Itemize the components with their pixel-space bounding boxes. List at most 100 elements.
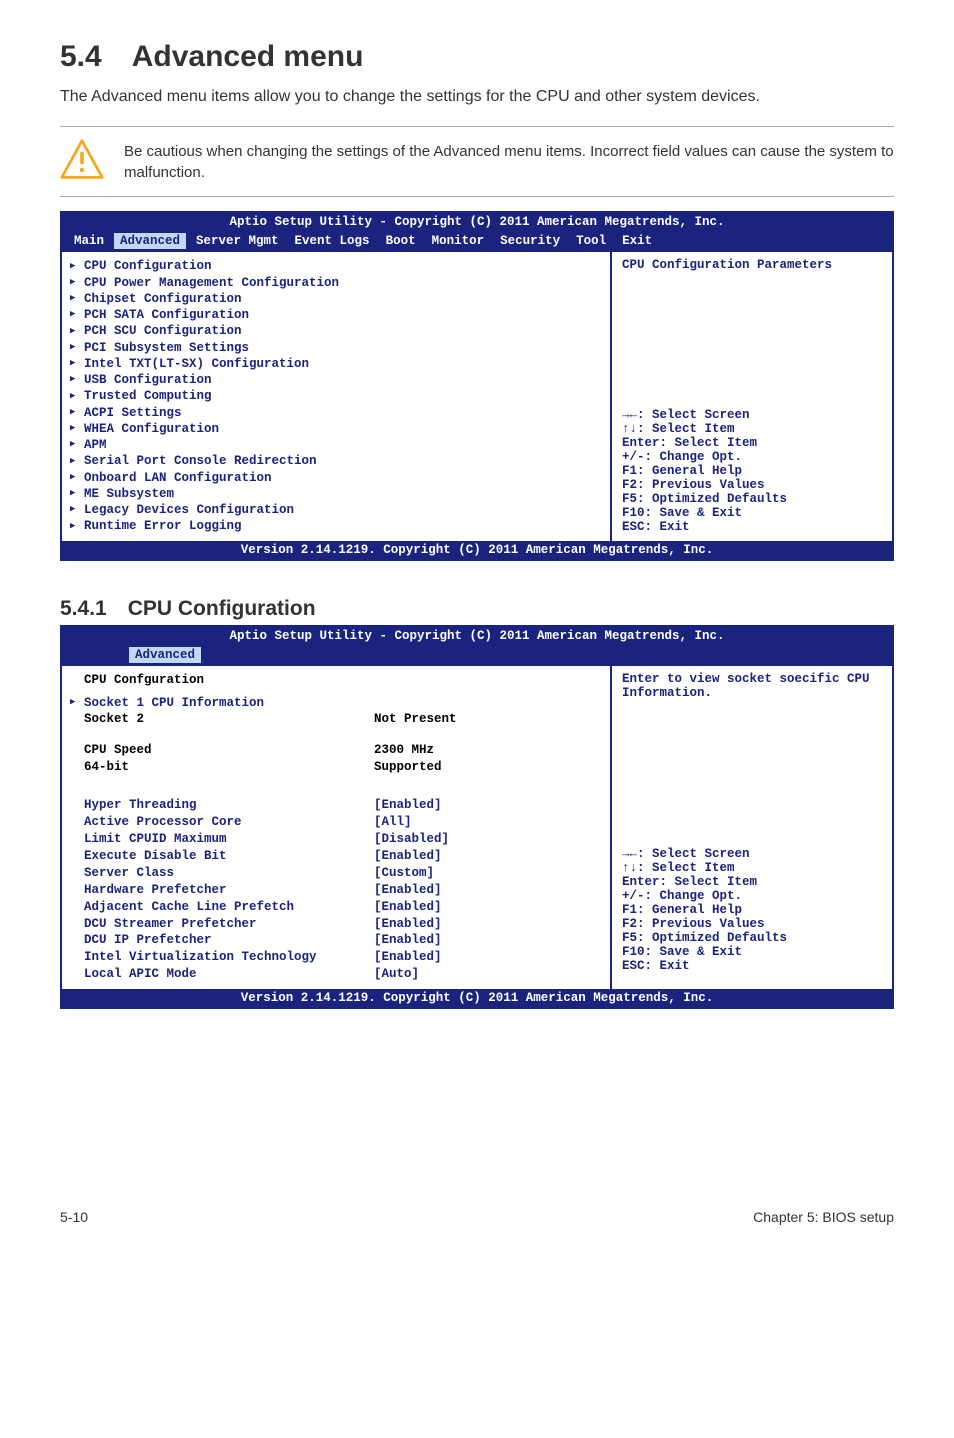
setting-label: DCU Streamer Prefetcher <box>84 916 374 933</box>
menu-item[interactable]: ▶APM <box>70 437 600 453</box>
bios-left-pane: CPU Confguration▶Socket 1 CPU Informatio… <box>62 666 612 989</box>
bios-tabs: MainAdvancedServer MgmtEvent LogsBootMon… <box>62 231 892 252</box>
bios-tab[interactable]: Event Logs <box>289 233 376 249</box>
bios-header: Aptio Setup Utility - Copyright (C) 2011… <box>62 213 892 231</box>
help-key-line: F10: Save & Exit <box>622 506 882 520</box>
submenu-arrow-icon: ▶ <box>70 472 84 484</box>
menu-item[interactable]: ▶Chipset Configuration <box>70 291 600 307</box>
submenu-arrow-icon: ▶ <box>70 488 84 500</box>
menu-item[interactable]: ▶Intel TXT(LT-SX) Configuration <box>70 356 600 372</box>
setting-value: [Enabled] <box>374 949 442 966</box>
setting-value: [Enabled] <box>374 916 442 933</box>
menu-item[interactable]: ▶Serial Port Console Redirection <box>70 453 600 469</box>
bios-right-pane: Enter to view socket soecific CPU Inform… <box>612 666 892 989</box>
submenu-arrow-icon: ▶ <box>70 423 84 435</box>
caution-icon <box>60 137 104 186</box>
menu-item[interactable]: ▶PCH SATA Configuration <box>70 307 600 323</box>
setting-value: [Auto] <box>374 966 419 983</box>
bios-tab[interactable]: Boot <box>380 233 422 249</box>
menu-item[interactable]: ▶CPU Power Management Configuration <box>70 275 600 291</box>
info-value: 2300 MHz <box>374 742 434 759</box>
menu-label: ACPI Settings <box>84 405 182 421</box>
help-key-line: F5: Optimized Defaults <box>622 931 882 945</box>
info-row: CPU Speed2300 MHz <box>70 742 600 759</box>
menu-label: Serial Port Console Redirection <box>84 453 317 469</box>
menu-item[interactable]: ▶Trusted Computing <box>70 388 600 404</box>
submenu-arrow-icon: ▶ <box>70 439 84 451</box>
setting-row[interactable]: DCU Streamer Prefetcher[Enabled] <box>70 916 600 933</box>
setting-row[interactable]: Intel Virtualization Technology[Enabled] <box>70 949 600 966</box>
help-key-line: +/-: Change Opt. <box>622 889 882 903</box>
help-key-line: →←: Select Screen <box>622 408 882 422</box>
setting-row[interactable]: Hardware Prefetcher[Enabled] <box>70 882 600 899</box>
submenu-arrow-icon: ▶ <box>70 504 84 516</box>
setting-row[interactable]: Server Class[Custom] <box>70 865 600 882</box>
page-footer: 5-10 Chapter 5: BIOS setup <box>60 1209 894 1225</box>
help-key-line: F5: Optimized Defaults <box>622 492 882 506</box>
menu-item[interactable]: ▶PCI Subsystem Settings <box>70 340 600 356</box>
info-value: Not Present <box>374 711 457 728</box>
help-key-line: F1: General Help <box>622 464 882 478</box>
help-key-line: Enter: Select Item <box>622 436 882 450</box>
menu-item[interactable]: ▶Legacy Devices Configuration <box>70 502 600 518</box>
setting-row[interactable]: Adjacent Cache Line Prefetch[Enabled] <box>70 899 600 916</box>
setting-label: Local APIC Mode <box>84 966 374 983</box>
help-key-line: ESC: Exit <box>622 520 882 534</box>
menu-label: Chipset Configuration <box>84 291 242 307</box>
bios-tab[interactable]: Server Mgmt <box>190 233 285 249</box>
menu-label: ME Subsystem <box>84 486 174 502</box>
setting-value: [Enabled] <box>374 882 442 899</box>
setting-row[interactable]: Execute Disable Bit[Enabled] <box>70 848 600 865</box>
menu-item[interactable]: ▶ACPI Settings <box>70 405 600 421</box>
bios-tab[interactable]: Advanced <box>114 233 186 249</box>
setting-label: Adjacent Cache Line Prefetch <box>84 899 374 916</box>
help-key-line: ↑↓: Select Item <box>622 861 882 875</box>
menu-label: Onboard LAN Configuration <box>84 470 272 486</box>
menu-item[interactable]: ▶USB Configuration <box>70 372 600 388</box>
bios-tab[interactable]: Monitor <box>426 233 491 249</box>
setting-label: Active Processor Core <box>84 814 374 831</box>
setting-label: Intel Virtualization Technology <box>84 949 374 966</box>
submenu-arrow-icon: ▶ <box>70 391 84 403</box>
menu-item[interactable]: ▶PCH SCU Configuration <box>70 323 600 339</box>
menu-item[interactable]: ▶Runtime Error Logging <box>70 518 600 534</box>
setting-row[interactable]: DCU IP Prefetcher[Enabled] <box>70 932 600 949</box>
setting-value: [Enabled] <box>374 797 442 814</box>
caution-box: Be cautious when changing the settings o… <box>60 126 894 197</box>
bios-tab[interactable]: Tool <box>570 233 612 249</box>
menu-item[interactable]: ▶Onboard LAN Configuration <box>70 470 600 486</box>
help-keys: →←: Select Screen↑↓: Select ItemEnter: S… <box>622 408 882 534</box>
menu-label: PCH SCU Configuration <box>84 323 242 339</box>
menu-label: USB Configuration <box>84 372 212 388</box>
menu-item[interactable]: ▶ME Subsystem <box>70 486 600 502</box>
bios-tab[interactable]: Exit <box>616 233 658 249</box>
submenu-arrow-icon: ▶ <box>70 309 84 321</box>
menu-label: CPU Configuration <box>84 258 212 274</box>
submenu-arrow-icon: ▶ <box>70 261 84 273</box>
menu-label: APM <box>84 437 107 453</box>
submenu-arrow-icon: ▶ <box>70 358 84 370</box>
setting-row[interactable]: Local APIC Mode[Auto] <box>70 966 600 983</box>
setting-row[interactable]: Active Processor Core[All] <box>70 814 600 831</box>
menu-item[interactable]: ▶WHEA Configuration <box>70 421 600 437</box>
bios-box-advanced: Aptio Setup Utility - Copyright (C) 2011… <box>60 211 894 560</box>
bios-footer: Version 2.14.1219. Copyright (C) 2011 Am… <box>62 989 892 1007</box>
submenu-arrow-icon: ▶ <box>70 293 84 305</box>
menu-item[interactable]: ▶CPU Configuration <box>70 258 600 274</box>
help-key-line: F1: General Help <box>622 903 882 917</box>
setting-row[interactable]: Hyper Threading[Enabled] <box>70 797 600 814</box>
bios-left-pane: ▶CPU Configuration▶CPU Power Management … <box>62 252 612 540</box>
bios-tab[interactable]: Security <box>494 233 566 249</box>
menu-label: Intel TXT(LT-SX) Configuration <box>84 356 309 372</box>
submenu-arrow-icon: ▶ <box>70 326 84 338</box>
setting-value: [Enabled] <box>374 848 442 865</box>
help-description: Enter to view socket soecific CPU Inform… <box>622 672 882 847</box>
help-description: CPU Configuration Parameters <box>622 258 882 408</box>
bios-tab[interactable]: Main <box>68 233 110 249</box>
bios-tab[interactable]: Advanced <box>129 647 201 663</box>
setting-value: [All] <box>374 814 412 831</box>
menu-item[interactable]: ▶Socket 1 CPU Information <box>70 695 600 711</box>
setting-row[interactable]: Limit CPUID Maximum[Disabled] <box>70 831 600 848</box>
help-key-line: F2: Previous Values <box>622 917 882 931</box>
setting-value: [Custom] <box>374 865 434 882</box>
